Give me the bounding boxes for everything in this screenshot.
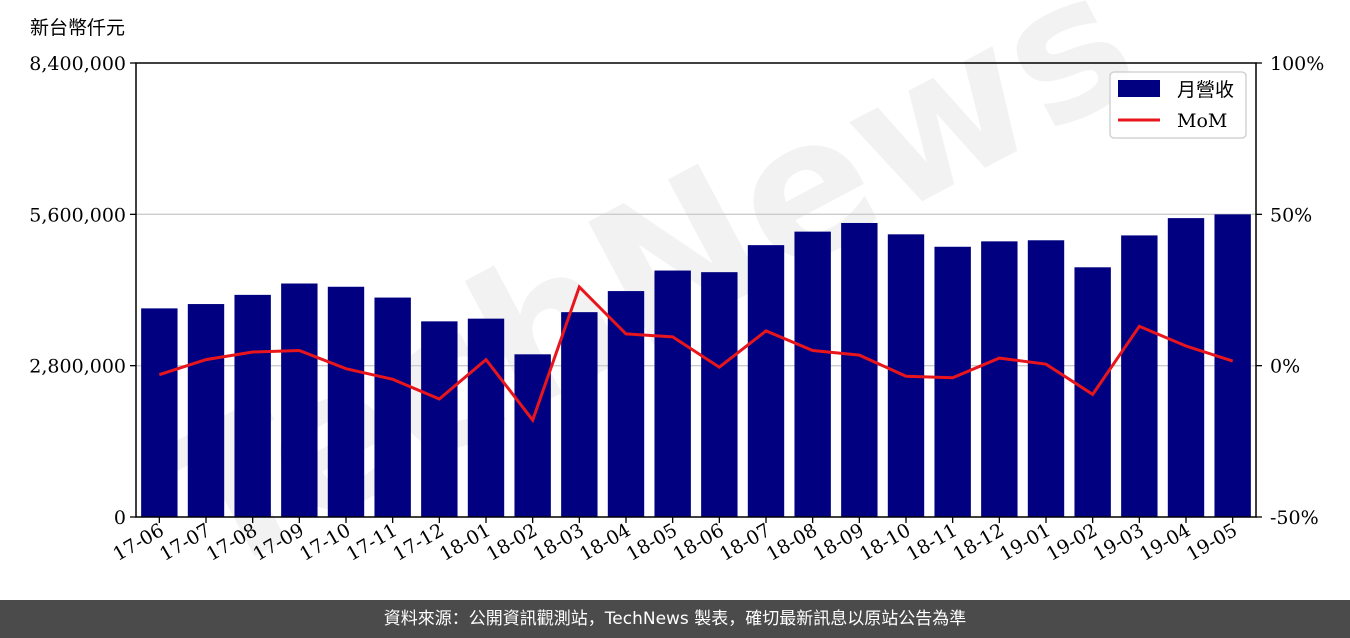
chart: TechNews02,800,0005,600,0008,400,000-50%…	[29, 0, 1324, 600]
revenue-bar	[1027, 240, 1065, 517]
x-tick-label: 18-07	[716, 519, 774, 565]
plot-frame	[135, 62, 1257, 518]
revenue-bar	[374, 297, 411, 517]
legend-swatch-revenue	[1118, 80, 1160, 97]
y-left-tick-label: 2,800,000	[29, 356, 126, 378]
revenue-bar	[281, 283, 318, 517]
x-tick-label: 18-10	[856, 519, 914, 565]
revenue-bar	[1121, 235, 1158, 517]
y-right-tick-label: 100%	[1270, 53, 1324, 75]
x-tick-label: 18-08	[763, 519, 821, 565]
x-tick-label: 18-12	[949, 519, 1007, 565]
revenue-bar	[467, 318, 505, 517]
y-left-tick-label: 5,600,000	[29, 204, 126, 226]
y-left-tick-label: 0	[114, 507, 126, 529]
revenue-bar	[561, 312, 598, 517]
x-tick-label: 19-02	[1043, 519, 1101, 565]
y-axis-unit-label: 新台幣仟元	[30, 17, 125, 39]
x-tick-label: 18-09	[809, 519, 867, 565]
revenue-bar	[981, 241, 1018, 517]
revenue-bar	[654, 270, 691, 517]
x-tick-label: 19-04	[1136, 519, 1194, 565]
legend-label-mom: MoM	[1177, 110, 1227, 132]
y-right-tick-label: 0%	[1270, 356, 1300, 378]
x-tick-label: 18-05	[623, 519, 681, 565]
revenue-bar	[747, 245, 785, 517]
revenue-bar	[514, 354, 551, 517]
revenue-bar	[1167, 218, 1205, 517]
revenue-bar	[701, 272, 738, 517]
y-right-tick-label: 50%	[1270, 204, 1312, 226]
x-tick-label: 18-11	[903, 519, 961, 565]
revenue-bar	[841, 222, 878, 517]
y-left-tick-label: 8,400,000	[29, 53, 126, 75]
revenue-bar	[234, 294, 271, 517]
revenue-bar	[794, 231, 831, 517]
revenue-bar	[327, 286, 365, 517]
revenue-bar	[934, 246, 971, 517]
y-right-tick-label: -50%	[1270, 507, 1319, 529]
revenue-bar	[141, 308, 178, 517]
x-tick-label: 18-06	[669, 519, 727, 565]
revenue-bar	[607, 291, 645, 517]
revenue-bar	[421, 321, 458, 517]
x-tick-label: 19-03	[1089, 519, 1147, 565]
legend-label-revenue: 月營收	[1177, 79, 1234, 101]
x-tick-label: 19-05	[1183, 519, 1241, 565]
mom-line	[158, 284, 1234, 424]
revenue-bar	[1214, 214, 1251, 518]
revenue-bar	[187, 304, 225, 517]
x-tick-label: 18-01	[436, 519, 494, 565]
source-footer: 資料來源：公開資訊觀測站，TechNews 製表，確切最新訊息以原站公告為準	[0, 600, 1350, 638]
x-tick-label: 18-04	[576, 519, 634, 565]
x-tick-label: 18-03	[529, 519, 587, 565]
x-tick-label: 19-01	[996, 519, 1054, 565]
x-tick-label: 18-02	[483, 519, 541, 565]
